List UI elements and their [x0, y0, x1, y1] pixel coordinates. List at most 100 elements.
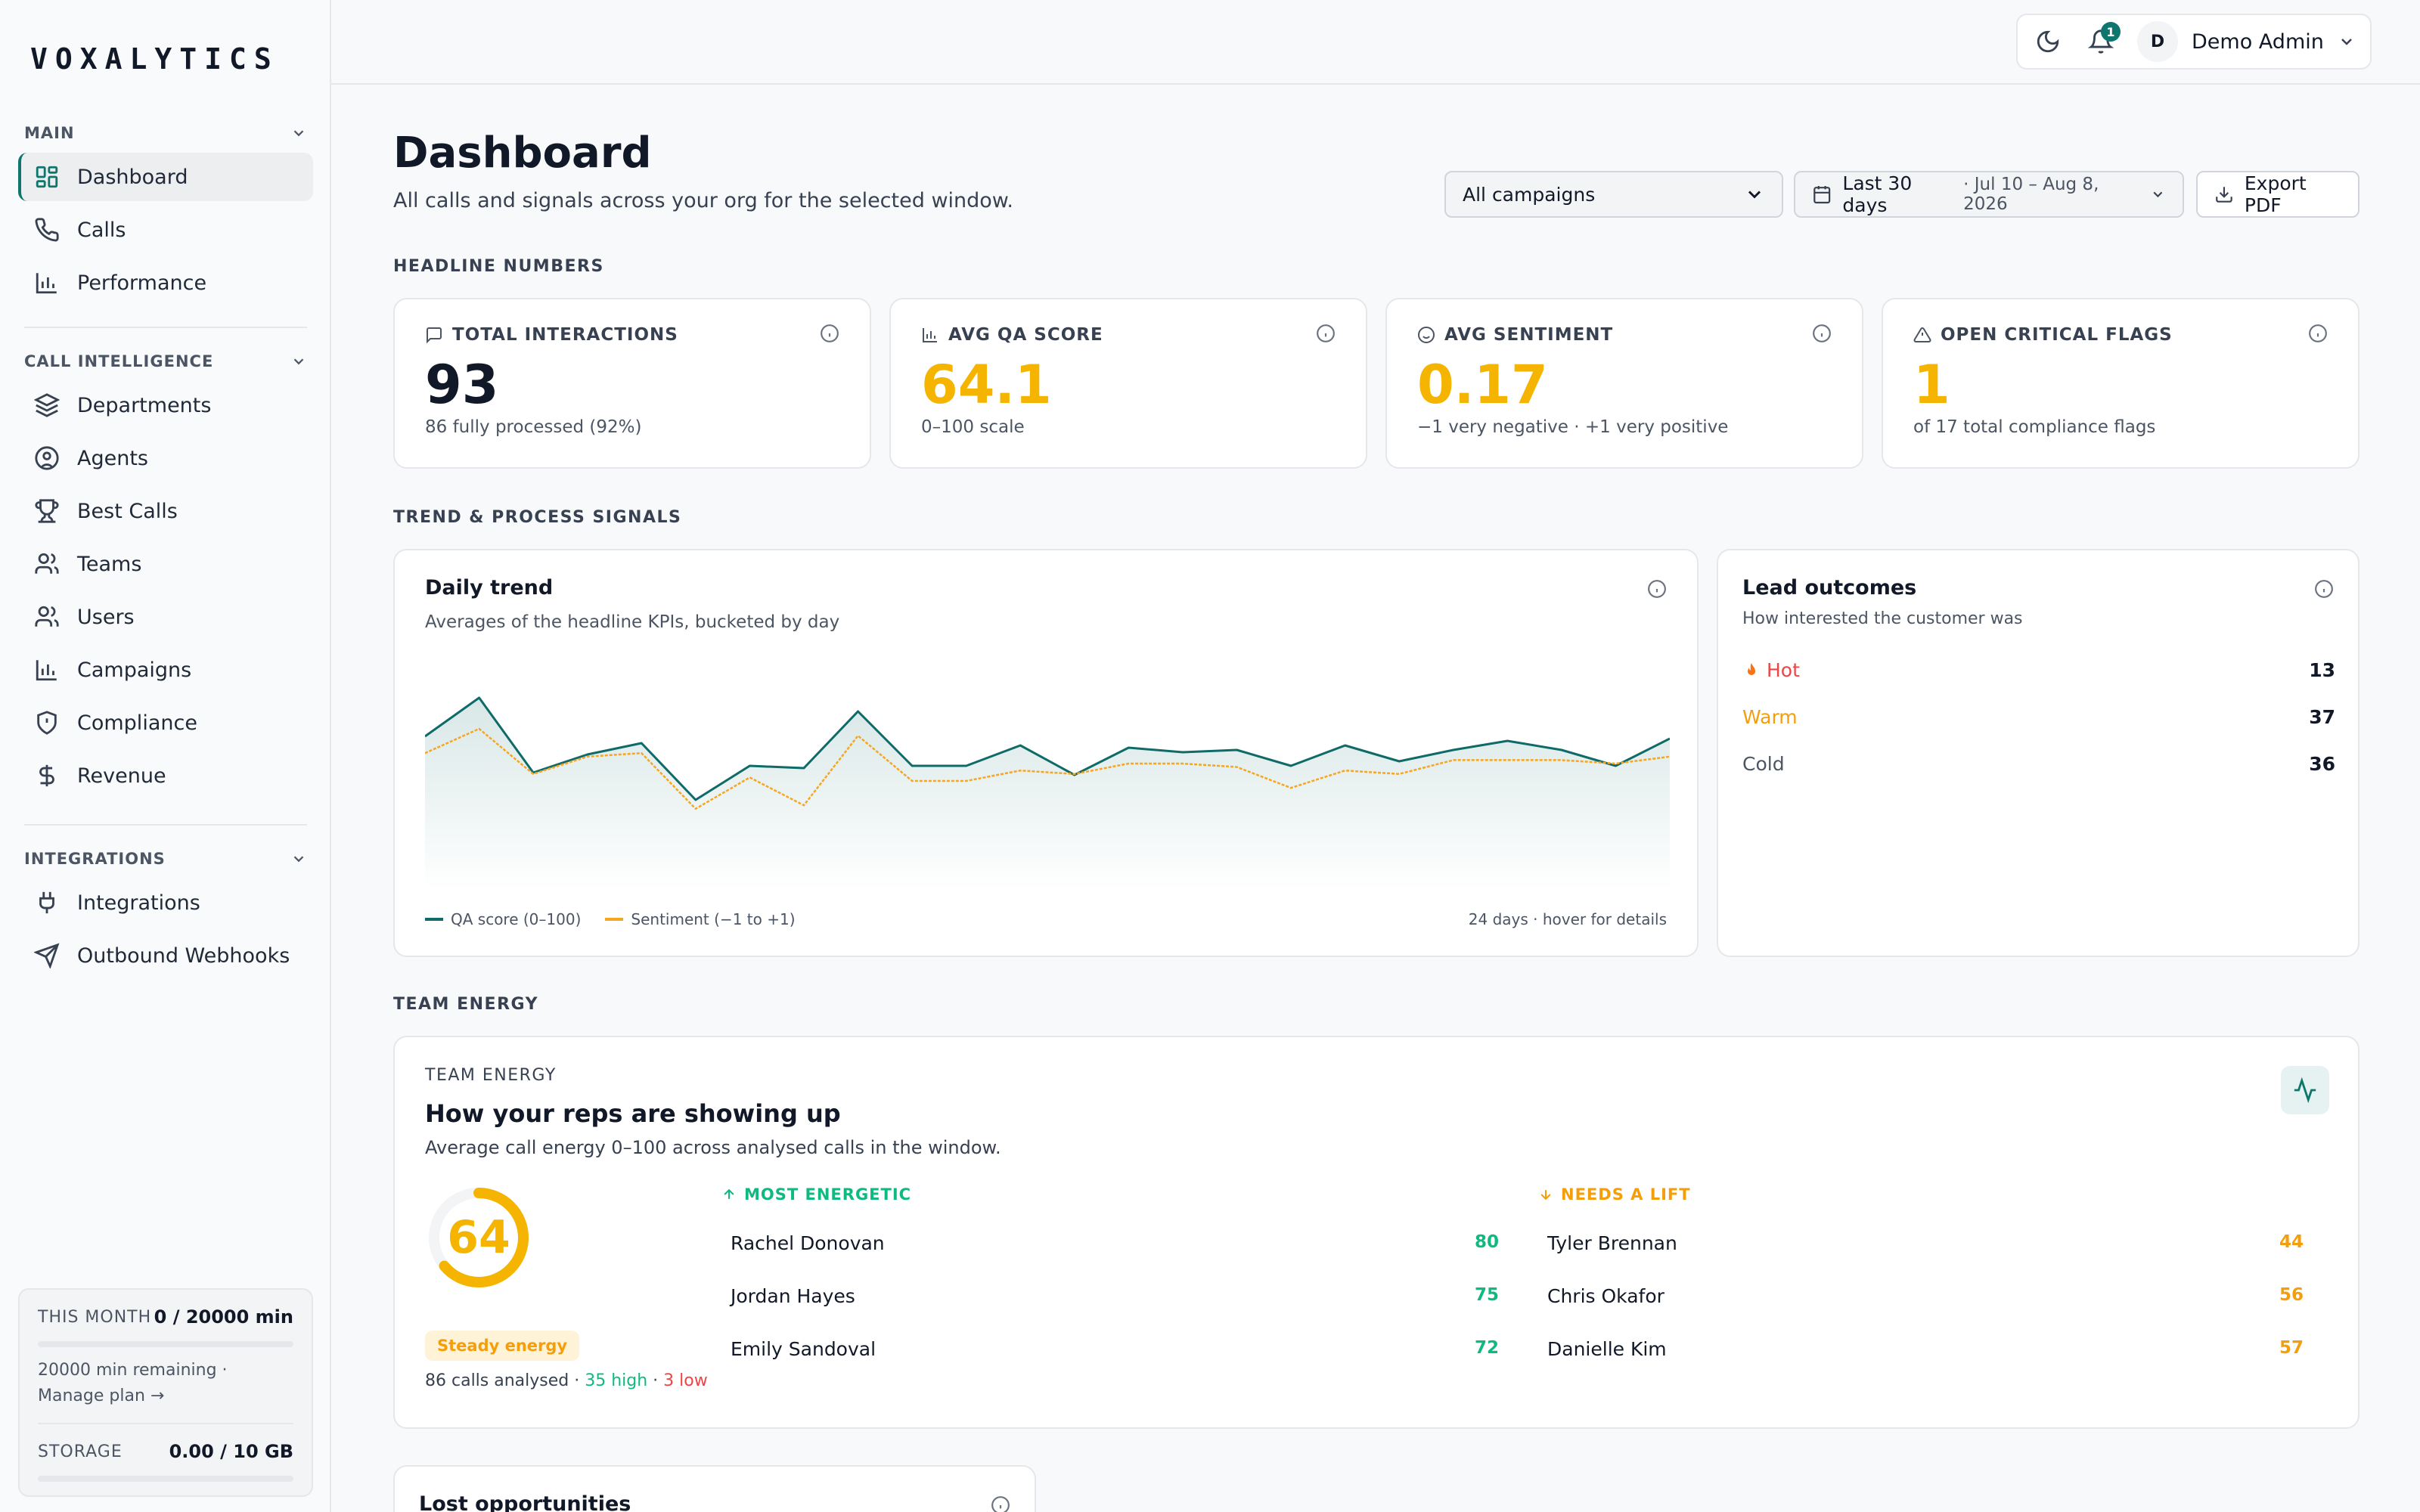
sentiment-point[interactable]	[1287, 784, 1295, 792]
sentiment-point[interactable]	[584, 753, 591, 761]
sentiment-point[interactable]	[908, 777, 916, 785]
sentiment-point[interactable]	[476, 725, 483, 733]
qa-point[interactable]	[962, 761, 971, 770]
sidebar-item-users[interactable]: Users	[18, 593, 313, 641]
lead-row-warm[interactable]: Warm 37	[1742, 706, 2335, 728]
sentiment-point[interactable]	[1125, 760, 1132, 767]
avatar[interactable]: D	[2137, 21, 2178, 62]
qa-point[interactable]	[637, 739, 646, 748]
kpi-value: 93	[425, 354, 499, 416]
sidebar-item-departments[interactable]: Departments	[18, 381, 313, 429]
campaign-select[interactable]: All campaigns	[1444, 171, 1783, 218]
chart-footnote: 24 days · hover for details	[1468, 910, 1667, 928]
info-icon[interactable]	[2308, 324, 2328, 343]
qa-point[interactable]	[854, 707, 863, 716]
legend-item-qa[interactable]: QA score (0–100)	[425, 910, 581, 928]
qa-point[interactable]	[1124, 743, 1133, 752]
qa-point[interactable]	[1178, 748, 1187, 757]
sidebar-item-integrations[interactable]: Integrations	[18, 878, 313, 927]
sentiment-point[interactable]	[1558, 756, 1565, 764]
sentiment-point[interactable]	[529, 770, 537, 778]
sentiment-point[interactable]	[1233, 764, 1240, 771]
qa-point[interactable]	[475, 693, 484, 702]
qa-point[interactable]	[799, 764, 808, 773]
info-icon[interactable]	[1812, 324, 1832, 343]
section-header-integrations[interactable]: INTEGRATIONS	[18, 844, 313, 874]
energy-details-button[interactable]	[2281, 1066, 2329, 1114]
sentiment-point[interactable]	[1071, 770, 1078, 778]
qa-point[interactable]	[1016, 741, 1025, 750]
sidebar-item-revenue[interactable]: Revenue	[18, 751, 313, 800]
sidebar-item-outbound-webhooks[interactable]: Outbound Webhooks	[18, 931, 313, 980]
sentiment-point[interactable]	[1450, 756, 1457, 764]
sidebar-item-label: Agents	[77, 446, 148, 470]
qa-point[interactable]	[691, 795, 700, 804]
info-icon[interactable]	[991, 1495, 1010, 1512]
sentiment-point[interactable]	[1016, 767, 1024, 774]
lead-row-hot[interactable]: Hot 13	[1742, 659, 2335, 681]
sidebar-item-label: Outbound Webhooks	[77, 943, 290, 968]
sidebar-item-calls[interactable]: Calls	[18, 206, 313, 254]
sidebar-item-performance[interactable]: Performance	[18, 259, 313, 307]
qa-point[interactable]	[745, 761, 754, 770]
sidebar-item-teams[interactable]: Teams	[18, 540, 313, 588]
manage-plan-link[interactable]: 20000 min remaining · Manage plan →	[38, 1361, 228, 1405]
info-icon[interactable]	[1316, 324, 1336, 343]
app-logo[interactable]: VOXALYTICS	[30, 42, 279, 76]
info-icon[interactable]	[2314, 579, 2334, 599]
trend-chart[interactable]	[425, 664, 1670, 891]
sentiment-point[interactable]	[692, 805, 700, 813]
qa-area	[425, 698, 1670, 891]
sentiment-point[interactable]	[855, 732, 862, 739]
rep-row[interactable]: Chris Okafor 56	[1547, 1285, 2304, 1307]
sentiment-point[interactable]	[1395, 770, 1403, 778]
info-icon[interactable]	[820, 324, 839, 343]
theme-toggle-button[interactable]	[2031, 25, 2065, 58]
lead-label: Warm	[1742, 706, 1798, 728]
user-name[interactable]: Demo Admin	[2192, 29, 2324, 54]
qa-point[interactable]	[1286, 761, 1295, 770]
kpi-label: OPEN CRITICAL FLAGS	[1941, 325, 2173, 345]
kpi-note: of 17 total compliance flags	[1913, 417, 2156, 437]
qa-point[interactable]	[908, 761, 917, 770]
info-icon[interactable]	[1647, 579, 1667, 599]
sidebar-item-compliance[interactable]: Compliance	[18, 699, 313, 747]
sentiment-point[interactable]	[1612, 760, 1619, 767]
qa-point[interactable]	[1557, 745, 1566, 754]
chevron-down-icon[interactable]	[2338, 33, 2356, 51]
sentiment-point[interactable]	[1179, 760, 1187, 767]
sidebar: VOXALYTICS MAIN Dashboard Calls Performa…	[0, 0, 331, 1512]
rep-row[interactable]: Rachel Donovan 80	[731, 1232, 1499, 1254]
date-range-dates: · Jul 10 – Aug 8, 2026	[1963, 175, 2099, 214]
sidebar-item-agents[interactable]: Agents	[18, 434, 313, 482]
qa-point[interactable]	[1395, 757, 1404, 766]
sidebar-item-best-calls[interactable]: Best Calls	[18, 487, 313, 535]
date-range-picker[interactable]: Last 30 days · Jul 10 – Aug 8, 2026	[1794, 171, 2184, 218]
sidebar-item-campaigns[interactable]: Campaigns	[18, 646, 313, 694]
sentiment-point[interactable]	[746, 773, 753, 781]
sentiment-point[interactable]	[1342, 767, 1349, 774]
section-header-call-intelligence[interactable]: CALL INTELLIGENCE	[18, 346, 313, 376]
qa-point[interactable]	[1503, 736, 1512, 745]
rep-row[interactable]: Jordan Hayes 75	[731, 1285, 1499, 1307]
rep-row[interactable]: Danielle Kim 57	[1547, 1338, 2304, 1360]
qa-point[interactable]	[1449, 745, 1458, 754]
export-pdf-button[interactable]: Export PDF	[2196, 171, 2360, 218]
notifications-button[interactable]: 1	[2084, 22, 2121, 58]
sentiment-point[interactable]	[963, 777, 970, 785]
qa-series-line[interactable]	[425, 696, 1670, 801]
qa-point[interactable]	[1341, 741, 1350, 750]
rep-row[interactable]: Tyler Brennan 44	[1547, 1232, 2304, 1254]
section-header-main[interactable]: MAIN	[18, 118, 313, 148]
sentiment-point[interactable]	[800, 801, 808, 809]
lead-row-cold[interactable]: Cold 36	[1742, 753, 2335, 775]
usage-storage-label: STORAGE	[38, 1442, 123, 1461]
sidebar-item-dashboard[interactable]: Dashboard	[18, 153, 313, 201]
qa-point[interactable]	[1232, 745, 1241, 754]
sidebar-item-label: Performance	[77, 271, 207, 295]
legend-item-sentiment[interactable]: Sentiment (−1 to +1)	[605, 910, 796, 928]
sentiment-point[interactable]	[1503, 756, 1511, 764]
sentiment-series-line[interactable]	[425, 727, 1670, 810]
rep-row[interactable]: Emily Sandoval 72	[731, 1338, 1499, 1360]
sentiment-point[interactable]	[638, 749, 645, 757]
